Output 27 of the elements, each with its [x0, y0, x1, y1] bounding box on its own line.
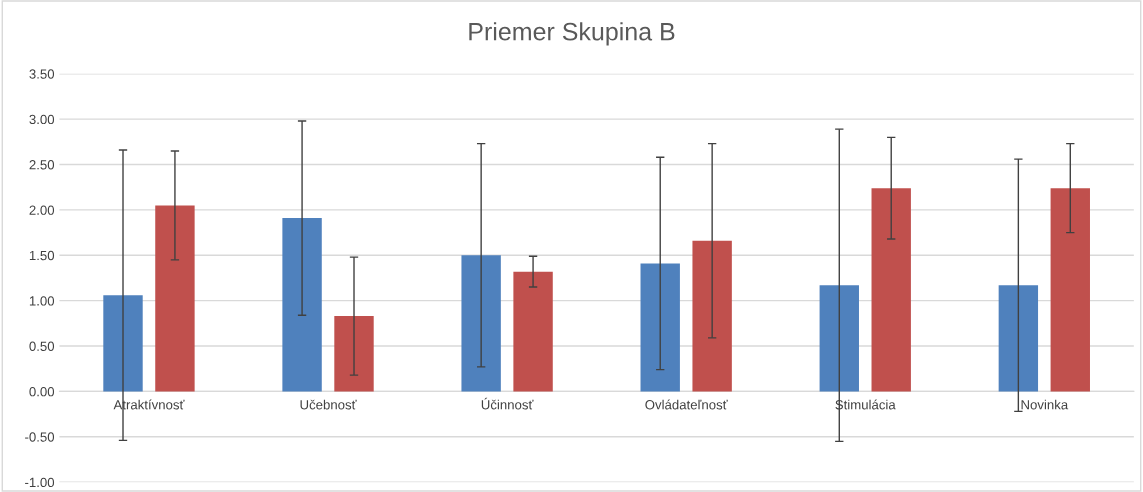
bar: [998, 285, 1039, 392]
bar: [155, 205, 195, 392]
bar: [282, 218, 322, 392]
y-tick-label: -1.00: [25, 477, 55, 488]
y-tick-label: 3.50: [29, 69, 55, 79]
chart-title: Priemer Skupina B: [469, 22, 675, 46]
bar: [103, 295, 143, 392]
y-tick-label: 1.00: [29, 296, 55, 306]
bar: [334, 316, 374, 392]
bar: [513, 271, 553, 392]
y-tick-label: 3.00: [29, 114, 55, 125]
bar: [640, 263, 680, 392]
y-tick-label: -0.50: [25, 432, 55, 442]
bar: [871, 188, 911, 392]
bar: [692, 240, 732, 392]
y-tick-label: 0.00: [29, 386, 55, 397]
x-tick-label: Účinnosť: [481, 397, 534, 410]
x-tick-label: Učebnosť: [300, 399, 357, 410]
bar: [819, 285, 859, 392]
x-tick-label: Ovládateľnosť: [645, 399, 728, 410]
bar: [1050, 188, 1090, 392]
x-tick-label: Novinka: [1021, 399, 1069, 410]
y-tick-label: 2.00: [29, 205, 55, 215]
y-tick-label: 2.50: [29, 160, 55, 170]
y-tick-label: 1.50: [29, 250, 55, 261]
bar: [461, 255, 501, 392]
y-tick-label: 0.50: [29, 341, 55, 351]
